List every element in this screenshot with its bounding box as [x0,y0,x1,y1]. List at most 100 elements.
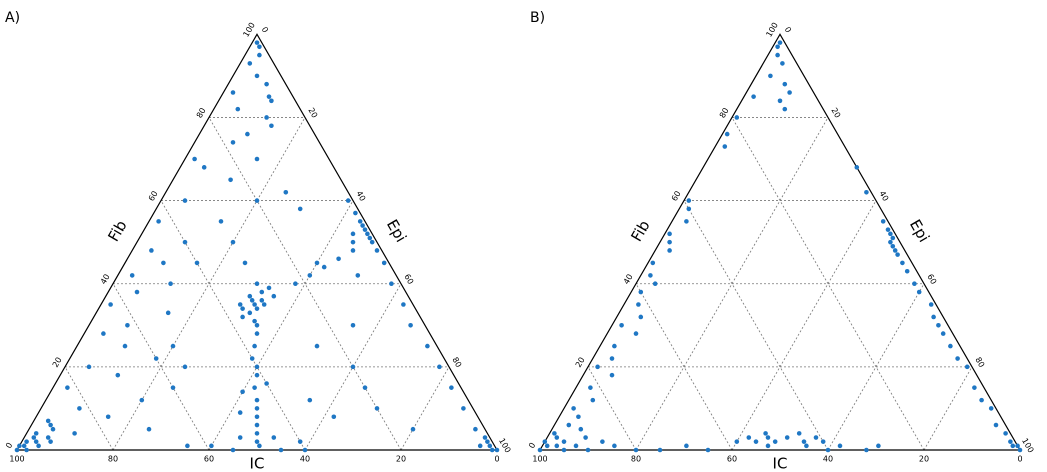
ic-tick-label: 40 [823,455,833,464]
data-point [209,443,214,449]
fib-tick-label: 0 [527,441,537,450]
data-point [254,439,260,444]
data-point [777,98,783,104]
data-point [353,210,358,216]
epi-tick-label: 80 [450,356,463,369]
data-point [165,310,171,316]
data-point [837,443,843,449]
ic-tick-label: 60 [204,455,214,464]
data-point [768,73,773,79]
data-point [45,418,51,424]
data-point [240,314,245,320]
data-point [230,140,236,145]
data-point [266,94,272,99]
data-point [1015,443,1020,449]
data-point [237,435,243,440]
data-point [537,447,543,453]
triangle [538,33,1022,451]
data-point [355,273,361,278]
data-point [686,198,692,203]
data-point [705,447,711,453]
data-point [633,447,639,453]
data-point [240,389,245,395]
fib-tick-label: 80 [195,106,208,119]
data-point [763,431,768,436]
data-point [1010,443,1016,449]
data-point [247,310,253,316]
data-point [477,443,483,449]
data-point [425,343,430,349]
data-point [302,447,308,453]
data-point [667,231,672,237]
data-point [254,406,260,411]
ic-tick-label: 100 [532,455,547,464]
data-point [657,447,663,453]
data-point [252,302,257,307]
data-point [775,44,780,50]
data-point [609,372,615,378]
data-point [194,260,200,266]
fib-tick-label: 100 [241,21,256,39]
data-point [254,306,260,311]
data-point [542,439,548,444]
grid-line [64,366,114,451]
data-point [101,331,106,336]
data-point [482,435,488,440]
fib-tick-label: 60 [147,189,160,202]
data-point [297,206,303,212]
ic-tick-label: 20 [396,455,406,464]
fib-tick-label: 100 [764,21,779,39]
data-point [254,40,260,45]
data-point [254,198,260,203]
data-point [369,239,375,245]
data-point [254,73,260,79]
data-point [940,331,946,336]
data-point [775,52,780,58]
data-point [636,302,641,307]
data-point [389,281,394,287]
data-point [772,439,778,444]
ic-tick-label: 0 [494,455,499,464]
data-point [904,268,910,274]
data-point [156,219,161,224]
grid-line [635,283,733,451]
epi-axis-title: Epi [383,216,410,245]
data-point [261,302,267,307]
data-point [583,435,588,440]
epi-tick-label: 60 [402,273,415,286]
data-point [182,364,188,370]
grid-line [208,200,354,451]
data-point [936,322,941,328]
data-point [230,239,236,245]
data-point [734,115,740,120]
data-point [252,385,257,390]
data-point [254,364,260,370]
data-point [129,273,135,278]
data-point [912,281,917,287]
data-point [257,44,262,50]
epi-tick-label: 40 [354,189,367,202]
data-point [139,397,145,403]
data-point [254,414,260,420]
data-point [365,231,370,237]
data-point [134,289,140,295]
data-point [182,239,188,245]
data-point [230,447,236,453]
ic-axis-title: IC [250,455,265,472]
data-point [487,443,493,449]
ic-tick-label: 20 [919,455,929,464]
data-point [595,364,600,370]
data-point [235,106,241,112]
data-point [254,397,260,403]
data-point [257,443,262,449]
data-point [782,81,788,87]
data-point [230,90,236,95]
data-point [240,306,245,311]
epi-axis-title: Epi [906,216,933,245]
data-point [787,90,792,95]
data-point [105,414,111,420]
data-point [825,447,831,453]
data-point [916,289,922,295]
data-point [254,322,260,328]
data-point [561,439,567,444]
